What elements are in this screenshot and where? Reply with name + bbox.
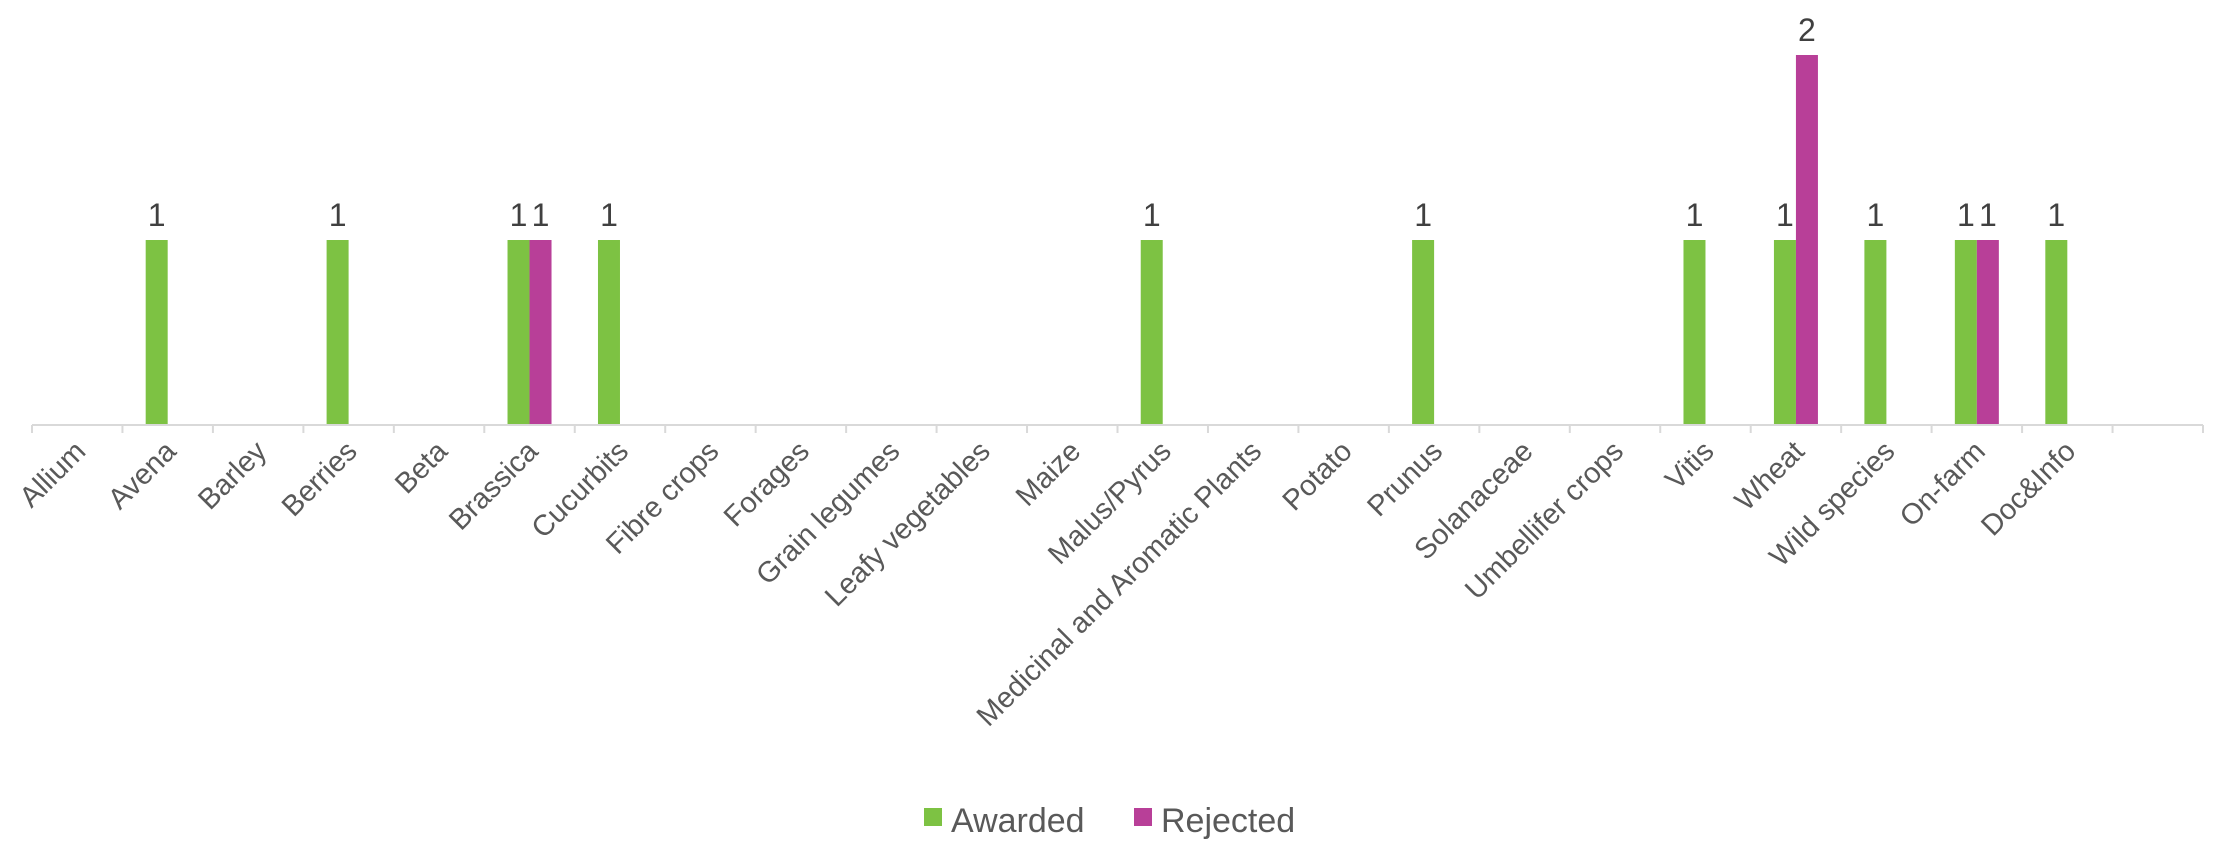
legend-swatch-rejected [1134,808,1152,826]
bar-rejected-on-farm [1976,240,1999,425]
bar-awarded-wheat [1773,240,1796,425]
legend: Awarded Rejected [924,802,1295,840]
category-label-avena: Avena [102,435,183,516]
bar-awarded-malus-pyrus [1140,240,1163,425]
category-label-doc-info: Doc&Info [1975,435,2082,542]
bars-layer [145,55,2068,425]
data-label-awarded-wild-species: 1 [1866,197,1884,233]
category-label-barley: Barley [192,435,273,516]
data-label-awarded-cucurbits: 1 [600,197,618,233]
bar-rejected-wheat [1795,55,1818,425]
legend-label-awarded: Awarded [951,802,1085,840]
category-label-prunus: Prunus [1361,435,1449,523]
data-label-awarded-wheat: 1 [1776,197,1794,233]
bar-awarded-vitis [1683,240,1706,425]
category-label-vitis: Vitis [1659,435,1720,496]
data-label-rejected-on-farm: 1 [1979,197,1997,233]
bar-awarded-wild-species [1864,240,1887,425]
category-label-leafy-vegetables: Leafy vegetables [819,435,997,613]
data-label-rejected-brassica: 1 [532,197,550,233]
category-label-berries: Berries [276,435,364,523]
data-labels: 1 1 1 1 1 1 1 1 121 1 1 1 [148,12,2065,233]
data-label-awarded-doc-info: 1 [2047,197,2065,233]
data-label-rejected-wheat: 2 [1798,12,1816,48]
bar-awarded-berries [326,240,349,425]
category-label-potato: Potato [1277,435,1359,517]
data-label-awarded-malus-pyrus: 1 [1143,197,1161,233]
legend-label-rejected: Rejected [1161,802,1295,840]
legend-swatch-awarded [924,808,942,826]
bar-awarded-on-farm [1954,240,1977,425]
category-label-wheat: Wheat [1729,435,1811,517]
category-label-maize: Maize [1010,435,1087,512]
bar-awarded-cucurbits [597,240,620,425]
data-label-awarded-vitis: 1 [1686,197,1704,233]
category-label-umbellifer-crops: Umbellifer crops [1459,435,1630,606]
category-labels: Allium Avena Barley Berries BetaBrassicaCucu… [14,435,2083,733]
bar-awarded-doc-info [2045,240,2068,425]
bar-awarded-avena [145,240,168,425]
data-label-awarded-brassica: 1 [510,197,528,233]
data-label-awarded-prunus: 1 [1414,197,1432,233]
bar-awarded-brassica [507,240,530,425]
bar-awarded-prunus [1412,240,1435,425]
x-axis [31,424,2204,433]
data-label-awarded-avena: 1 [148,197,166,233]
category-label-allium: Allium [14,435,92,513]
data-label-awarded-on-farm: 1 [1957,197,1975,233]
bar-rejected-brassica [529,240,552,425]
category-label-beta: Beta [389,435,454,500]
data-label-awarded-berries: 1 [329,197,347,233]
